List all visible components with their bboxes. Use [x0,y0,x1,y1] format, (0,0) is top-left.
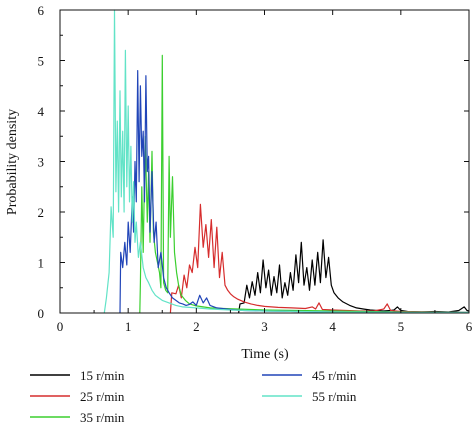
y-tick-label: 1 [38,256,45,271]
series-line-15-r-min [238,239,470,314]
legend-item: 35 r/min [30,410,125,425]
x-tick-label: 3 [261,319,268,334]
series-layer [103,9,470,314]
y-tick-label: 6 [38,3,45,18]
series-line-25-r-min [169,203,470,314]
legend-item: 45 r/min [262,368,357,383]
legend-label: 25 r/min [80,389,125,404]
y-tick-label: 5 [38,54,45,69]
x-tick-label: 0 [57,319,64,334]
y-axis-label: Probability density [5,109,20,215]
legend-item: 15 r/min [30,368,125,383]
legend-label: 15 r/min [80,368,125,383]
y-tick-label: 4 [38,104,45,119]
legend-label: 55 r/min [312,389,357,404]
legend-label: 45 r/min [312,368,357,383]
x-tick-label: 6 [466,319,473,334]
axes-layer: 0 1 2 3 4 5 6 0 1 2 3 4 5 6 [38,3,473,334]
legend-item: 55 r/min [262,389,357,404]
legend: 15 r/min 25 r/min 35 r/min 45 r/min 55 r/min [30,368,357,425]
y-tick-label: 0 [38,306,45,321]
x-tick-label: 1 [125,319,132,334]
x-axis-label: Time (s) [241,347,289,362]
y-tick-label: 3 [38,155,45,170]
x-tick-label: 4 [329,319,336,334]
legend-label: 35 r/min [80,410,125,425]
x-tick-label: 2 [193,319,200,334]
series-line-45-r-min [119,70,469,314]
series-line-35-r-min [139,54,470,314]
x-tick-label: 5 [398,319,405,334]
series-line-55-r-min [103,9,469,314]
legend-item: 25 r/min [30,389,125,404]
y-tick-label: 2 [38,205,45,220]
